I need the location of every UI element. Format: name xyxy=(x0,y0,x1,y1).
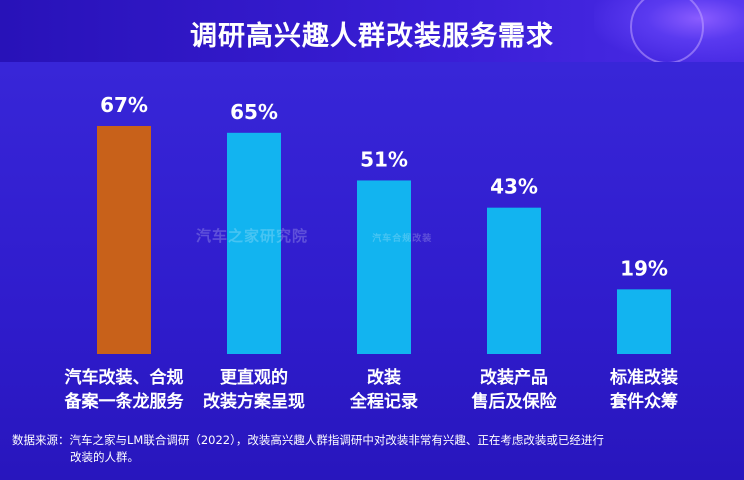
category-label-4-line-1: 改装产品 xyxy=(480,367,548,388)
data-source-line-1: 数据来源：汽车之家与LM联合调研（2022），改装高兴趣人群指调研中对改装非常有… xyxy=(12,433,604,447)
category-label-2-line-1: 更直观的 xyxy=(220,367,288,388)
data-source-line-2: 改装的人群。 xyxy=(70,450,139,464)
bar-1 xyxy=(97,126,151,354)
bar-2 xyxy=(227,132,281,354)
category-label-3-line-1: 改装 xyxy=(367,367,401,388)
watermark-brand-1: 汽车之家研究院 xyxy=(196,227,309,245)
value-label-1: 67% xyxy=(100,93,148,117)
value-label-5: 19% xyxy=(620,256,668,280)
data-source-note: 数据来源：汽车之家与LM联合调研（2022），改装高兴趣人群指调研中对改装非常有… xyxy=(12,432,732,466)
category-label-5-line-2: 套件众筹 xyxy=(609,391,678,412)
category-label-1-line-1: 汽车改装、合规 xyxy=(65,367,184,388)
category-label-3-line-2: 全程记录 xyxy=(349,391,418,412)
bar-4 xyxy=(487,207,541,354)
watermark-brand-2: 汽车合规改装 xyxy=(372,234,433,244)
category-label-5-line-1: 标准改装 xyxy=(610,367,678,388)
value-label-2: 65% xyxy=(230,100,278,124)
category-label-4-line-2: 售后及保险 xyxy=(472,391,558,412)
category-label-1-line-2: 备案一条龙服务 xyxy=(64,391,185,412)
page-title: 调研高兴趣人群改装服务需求 xyxy=(190,21,554,52)
header-banner: 调研高兴趣人群改装服务需求 xyxy=(0,0,744,64)
watermark: 汽车之家研究院 汽车合规改装 xyxy=(196,225,432,246)
bar-5 xyxy=(617,289,671,354)
category-label-2-line-2: 改装方案呈现 xyxy=(203,391,305,412)
value-label-3: 51% xyxy=(360,147,408,171)
bar-3 xyxy=(357,180,411,354)
value-label-4: 43% xyxy=(490,175,538,199)
